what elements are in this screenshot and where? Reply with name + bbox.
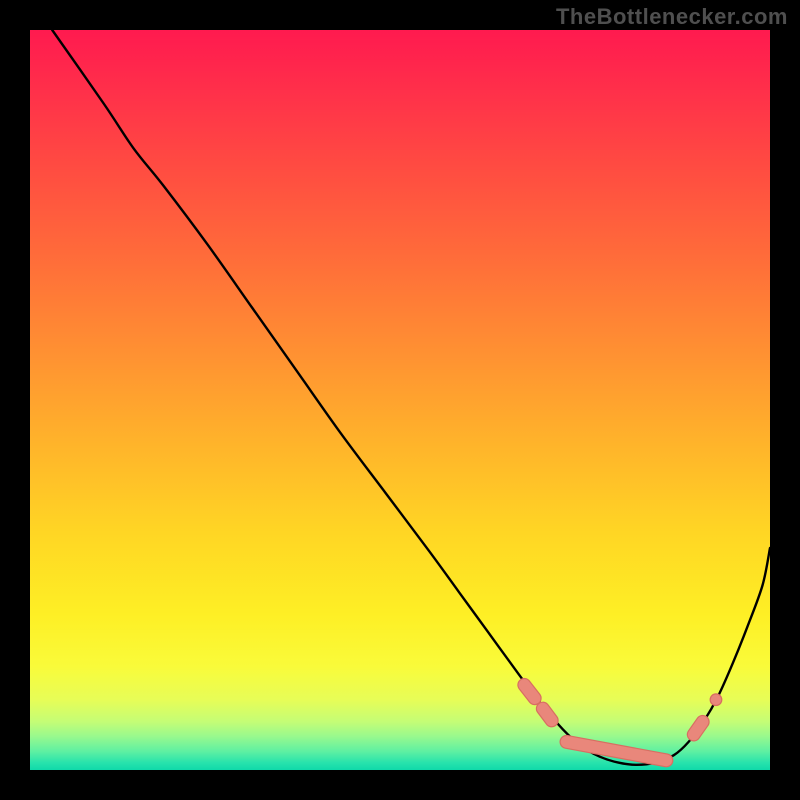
watermark-text: TheBottlenecker.com bbox=[556, 4, 788, 30]
data-point-pill bbox=[524, 685, 534, 698]
data-point-pill bbox=[543, 709, 552, 721]
chart-stage: TheBottlenecker.com bbox=[0, 0, 800, 800]
data-point-dot bbox=[710, 694, 722, 706]
chart-svg bbox=[0, 0, 800, 800]
gradient-plot-area bbox=[30, 30, 770, 770]
data-point-pill bbox=[694, 722, 703, 735]
